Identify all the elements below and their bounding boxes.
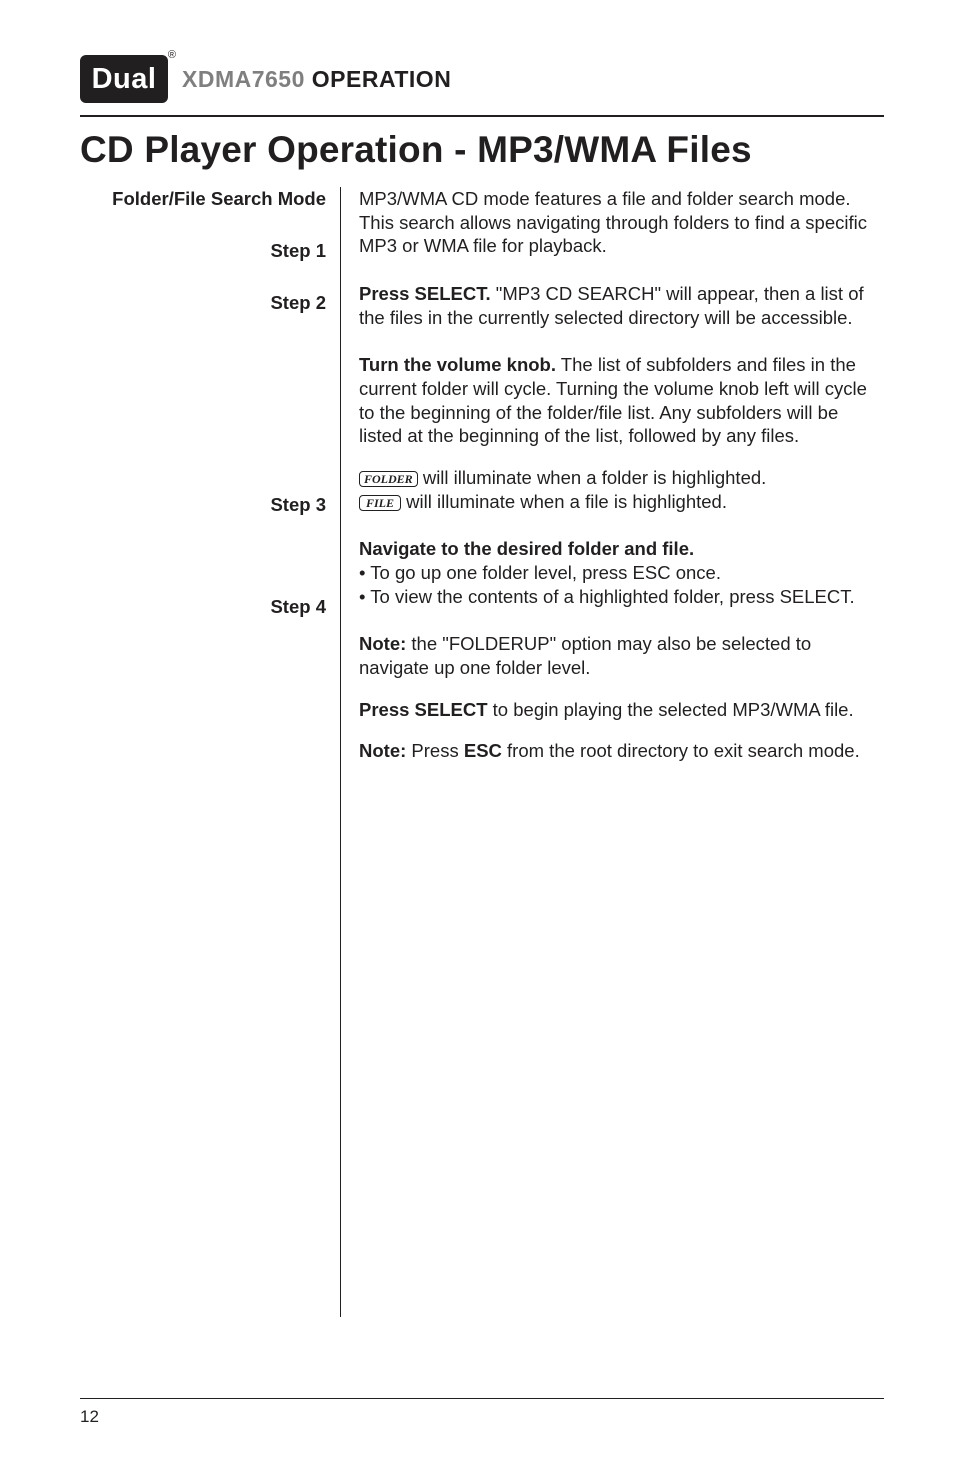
- step4-press: Press SELECT to begin playing the select…: [359, 698, 884, 722]
- label-step1: Step 1: [80, 239, 326, 263]
- header: Dual ® XDMA7650 OPERATION: [80, 55, 884, 103]
- step3-bullet1: • To go up one folder level, press ESC o…: [359, 562, 721, 583]
- step4-press-rest: to begin playing the selected MP3/WMA fi…: [488, 699, 854, 720]
- step4-note2: Note: Press ESC from the root directory …: [359, 739, 884, 763]
- step2-bold: Turn the volume knob.: [359, 354, 556, 375]
- file-pill-text: will illuminate when a file is highlight…: [401, 491, 727, 512]
- page-number: 12: [80, 1407, 884, 1427]
- step2-text: Turn the volume knob. The list of subfol…: [359, 353, 884, 448]
- footer: 12: [80, 1398, 884, 1427]
- header-section: OPERATION: [312, 66, 452, 92]
- step4-note-bold: Note:: [359, 633, 406, 654]
- label-step4: Step 4: [80, 595, 326, 619]
- step4-note2-bold1: Note:: [359, 740, 406, 761]
- step3-text: Navigate to the desired folder and file.…: [359, 537, 884, 608]
- step4-note-rest: the "FOLDERUP" option may also be select…: [359, 633, 811, 678]
- step3-bullet2: • To view the contents of a highlighted …: [359, 586, 855, 607]
- step1-bold: Press SELECT.: [359, 283, 491, 304]
- step4-note: Note: the "FOLDERUP" option may also be …: [359, 632, 884, 679]
- brand-logo: Dual ®: [80, 55, 168, 103]
- left-column: Folder/File Search Mode Step 1 Step 2 St…: [80, 187, 340, 1317]
- footer-divider: [80, 1398, 884, 1399]
- label-step2: Step 2: [80, 291, 326, 315]
- content-grid: Folder/File Search Mode Step 1 Step 2 St…: [80, 187, 884, 1317]
- step4-note2-mid: Press: [406, 740, 464, 761]
- label-search-mode: Folder/File Search Mode: [80, 187, 326, 211]
- step4-note2-bold2: ESC: [464, 740, 502, 761]
- page-title: CD Player Operation - MP3/WMA Files: [80, 129, 884, 171]
- right-column: MP3/WMA CD mode features a file and fold…: [341, 187, 884, 1317]
- header-title: XDMA7650 OPERATION: [182, 66, 451, 93]
- search-mode-text: MP3/WMA CD mode features a file and fold…: [359, 187, 884, 258]
- step4-note2-rest: from the root directory to exit search m…: [502, 740, 860, 761]
- spacer: [80, 333, 326, 489]
- step3-bold: Navigate to the desired folder and file.: [359, 538, 694, 559]
- logo-text: Dual: [92, 63, 157, 96]
- header-model: XDMA7650: [182, 66, 312, 92]
- step4-press-bold: Press SELECT: [359, 699, 488, 720]
- file-pill-icon: FILE: [359, 495, 401, 511]
- folder-pill-icon: FOLDER: [359, 471, 418, 487]
- header-divider: [80, 115, 884, 117]
- folder-pill-text: will illuminate when a folder is highlig…: [418, 467, 767, 488]
- label-step3: Step 3: [80, 493, 326, 517]
- step1-text: Press SELECT. "MP3 CD SEARCH" will appea…: [359, 282, 884, 329]
- registered-icon: ®: [168, 49, 176, 61]
- step2-pills: FOLDER will illuminate when a folder is …: [359, 466, 884, 513]
